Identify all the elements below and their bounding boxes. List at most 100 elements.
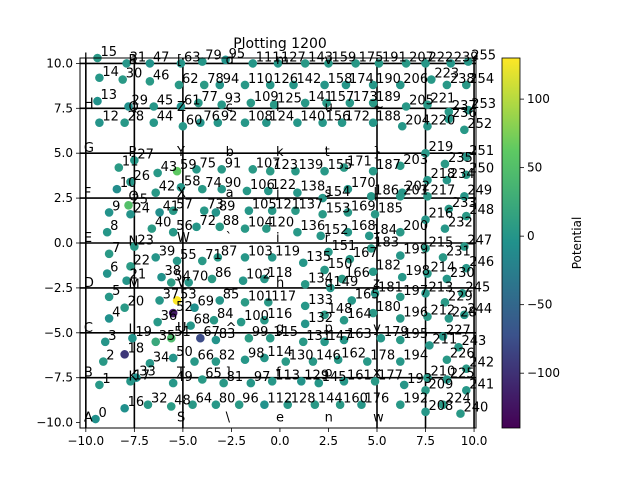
data-point	[120, 350, 129, 359]
point-label: 54	[174, 270, 191, 285]
point-label: 46	[153, 68, 170, 83]
data-point	[343, 184, 353, 194]
data-point	[401, 59, 411, 68]
data-point	[128, 333, 137, 343]
data-point	[176, 102, 186, 111]
point-label: 167	[353, 246, 378, 261]
point-label: 35	[159, 329, 176, 344]
point-label: 220	[430, 113, 455, 128]
data-point	[438, 332, 448, 341]
point-label: 249	[467, 183, 492, 198]
point-label: 0	[99, 406, 107, 421]
data-point	[151, 337, 161, 347]
data-point	[172, 296, 182, 305]
data-point	[147, 224, 157, 233]
data-point	[244, 206, 254, 215]
data-point	[339, 315, 349, 325]
point-label: 88	[223, 214, 240, 229]
point-label: 64	[196, 392, 213, 407]
point-label: 15	[100, 45, 117, 60]
col-letter-label: Q	[129, 100, 139, 115]
point-label: 21	[130, 268, 147, 283]
data-point	[197, 184, 207, 194]
point-label: 19	[135, 325, 152, 340]
data-point	[126, 177, 135, 187]
point-label: 236	[452, 106, 477, 121]
point-label: 23	[137, 234, 154, 249]
data-point	[324, 247, 333, 257]
data-point	[244, 333, 254, 343]
data-point	[397, 121, 407, 131]
data-point	[368, 80, 378, 90]
point-label: 49	[176, 370, 193, 385]
data-point	[188, 400, 197, 409]
data-point	[114, 163, 124, 172]
point-label: 12	[102, 110, 119, 125]
point-label: 199	[403, 243, 428, 258]
point-label: 241	[469, 377, 494, 392]
data-point	[120, 118, 129, 127]
data-point	[318, 193, 327, 203]
point-label: 168	[351, 219, 376, 234]
point-label: 58	[184, 174, 201, 189]
point-label: 214	[430, 261, 455, 276]
point-label: 75	[199, 156, 216, 171]
point-label: 92	[221, 110, 238, 125]
colorbar-tick-label: 100	[527, 92, 550, 106]
data-point	[339, 335, 349, 345]
data-point	[345, 254, 355, 264]
data-point	[265, 333, 275, 343]
data-point	[442, 175, 452, 185]
col-letter-label: [	[177, 53, 182, 68]
point-label: 161	[347, 368, 372, 383]
data-point	[376, 333, 386, 343]
data-point	[95, 380, 104, 390]
point-label: 213	[429, 280, 454, 295]
point-label: 151	[331, 239, 356, 254]
point-label: 26	[133, 169, 150, 184]
data-point	[351, 59, 360, 68]
data-point	[310, 400, 320, 409]
point-label: 173	[353, 90, 378, 105]
col-letter-label: x	[373, 366, 381, 381]
row-letter-label: C	[84, 321, 93, 336]
point-label: 254	[469, 72, 494, 87]
y-axis: −10.0 −7.5 −5.0 −2.5 0.0 2.5 5.0 7.5 10.0	[36, 56, 80, 430]
point-label: 129	[304, 368, 329, 383]
col-letter-label: {	[373, 231, 381, 246]
row-letter-label: G	[84, 141, 94, 156]
data-point	[168, 206, 178, 215]
point-label: 206	[403, 72, 428, 87]
data-point	[438, 253, 448, 262]
point-label: 219	[429, 140, 454, 155]
data-point	[366, 192, 376, 201]
data-point	[155, 208, 164, 217]
point-label: 131	[306, 329, 331, 344]
data-point	[395, 292, 405, 302]
data-point	[131, 373, 141, 383]
col-letter-label: T	[176, 366, 185, 381]
col-letter-label: l	[276, 100, 280, 115]
data-point	[240, 253, 250, 262]
data-point	[300, 319, 310, 329]
point-label: 198	[405, 264, 430, 279]
point-label: 43	[161, 160, 178, 175]
point-label: 76	[203, 110, 220, 125]
point-label: 147	[328, 329, 353, 344]
col-letter-label: R	[129, 53, 138, 68]
point-label: 152	[324, 223, 349, 238]
point-label: 155	[328, 158, 353, 173]
point-label: 243	[462, 334, 487, 349]
point-label: 80	[219, 392, 236, 407]
point-label: 234	[450, 167, 475, 182]
data-point	[100, 337, 110, 347]
point-label: 42	[159, 180, 176, 195]
col-letter-label: e	[276, 411, 284, 426]
x-axis: −10.0 −7.5 −5.0 −2.5 0.0 2.5 5.0 7.5 10.0	[67, 428, 487, 448]
point-label: 142	[297, 72, 322, 87]
data-point	[265, 80, 275, 90]
point-label: 145	[322, 370, 347, 385]
data-point	[95, 73, 104, 83]
point-label: 237	[452, 99, 477, 114]
data-point	[263, 186, 273, 196]
